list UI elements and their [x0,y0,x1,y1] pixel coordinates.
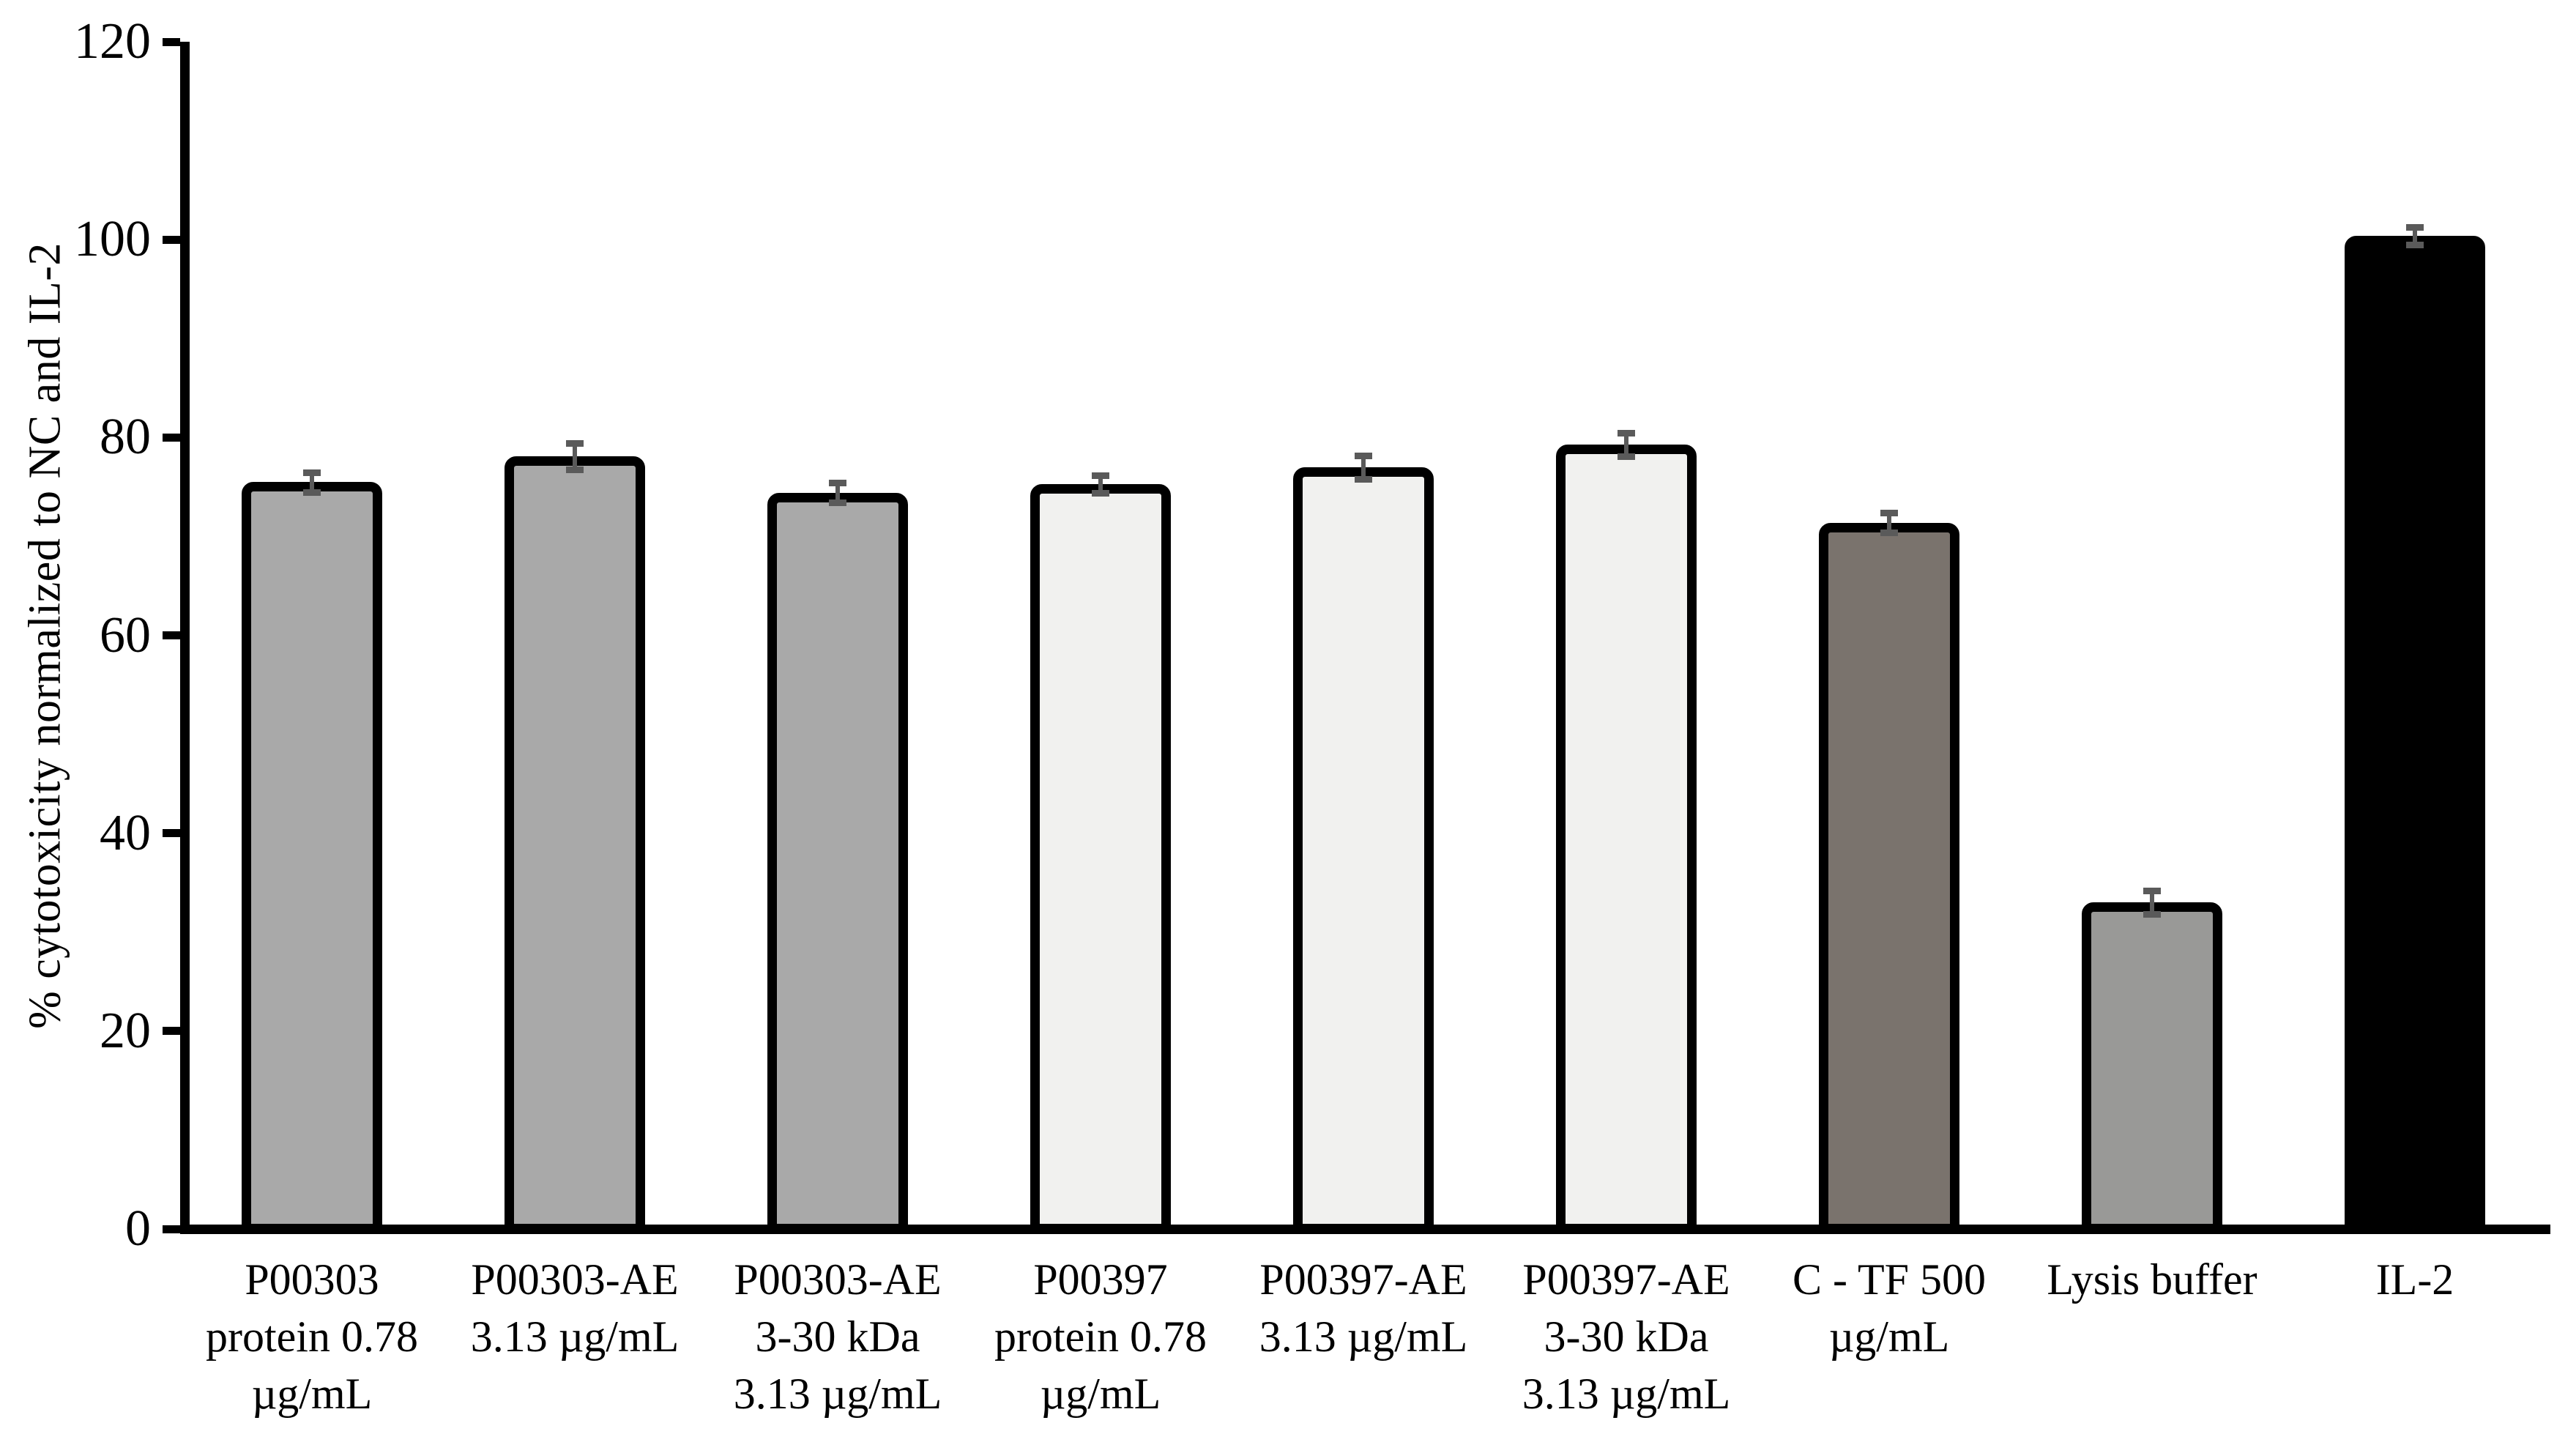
error-bar-cap-top [2143,888,2161,894]
error-bar-cap-top [1092,472,1109,479]
x-category-label-line: 3.13 µg/mL [470,1312,680,1361]
error-bar-cap-bottom [1355,476,1372,483]
x-category-label-line: protein 0.78 [994,1312,1207,1361]
error-bar-cap-bottom [1092,489,1109,497]
error-bar-cap-bottom [829,499,846,507]
x-category-label-line: C - TF 500 [1793,1255,1986,1304]
bar-1 [242,482,382,1233]
y-tick-label: 0 [125,1200,151,1257]
bar-3 [767,492,908,1233]
bar-6 [1556,444,1697,1233]
y-tick-label: 100 [74,211,151,268]
error-bar-cap-top [1618,429,1635,437]
y-tick-mark [163,433,180,442]
error-bar-line [1624,432,1628,456]
x-category-label: C - TF 500 µg/mL [1758,1251,2021,1365]
x-category-label-line: Lysis buffer [2047,1255,2257,1304]
error-bar-line [573,443,577,469]
error-bar-line [2413,226,2417,245]
y-tick-label: 20 [100,1002,151,1059]
y-tick-label: 60 [100,606,151,664]
bar-9 [2345,235,2485,1233]
x-category-label-line: 3-30 kDa [755,1312,920,1361]
error-bar-cap-top [829,480,846,487]
x-category-label: P00303-AE 3.13 µg/mL [444,1251,707,1365]
y-tick-label: 120 [74,13,151,70]
error-bar-cap-top [2406,223,2424,231]
x-category-label: P00397-AE 3-30 kDa 3.13 µg/mL [1495,1251,1758,1422]
y-tick-mark [163,829,180,838]
error-bar-cap-bottom [1880,530,1898,536]
y-tick-mark [163,1027,180,1036]
x-category-label-line: µg/mL [1040,1370,1161,1418]
x-category-label: P00397 protein 0.78 µg/mL [969,1251,1232,1422]
x-category-label-line: 3.13 µg/mL [1522,1370,1731,1418]
error-bar-line [310,472,314,492]
error-bar-cap-top [303,469,321,476]
bar-4 [1030,483,1171,1233]
x-category-label-line: µg/mL [1828,1312,1950,1361]
bar-7 [1819,522,1959,1233]
y-tick-mark [163,631,180,639]
x-category-label-line: 3.13 µg/mL [733,1370,942,1418]
bar-5 [1293,467,1434,1233]
x-category-label-line: P00397-AE [1522,1255,1730,1304]
x-category-label-line: IL-2 [2375,1255,2454,1304]
x-category-label-line: P00303-AE [471,1255,679,1304]
y-tick-mark [163,235,180,244]
x-category-label: Lysis buffer [2021,1251,2284,1308]
error-bar-cap-bottom [2406,241,2424,248]
x-category-label: P00397-AE 3.13 µg/mL [1232,1251,1495,1365]
bar-8 [2082,902,2222,1233]
error-bar-line [2150,891,2154,915]
error-bar-line [1887,512,1891,532]
error-bar-cap-bottom [303,489,321,496]
error-bar-cap-bottom [566,466,584,473]
x-category-label: IL-2 [2284,1251,2547,1308]
y-tick-mark [163,37,180,46]
error-bar-line [1098,475,1103,493]
y-tick-label: 80 [100,409,151,466]
error-bar-cap-bottom [2143,911,2161,918]
x-category-label: P00303 protein 0.78 µg/mL [181,1251,444,1422]
x-category-label-line: P00397 [1033,1255,1168,1304]
x-category-label: P00303-AE 3-30 kDa 3.13 µg/mL [707,1251,969,1422]
y-axis-line [180,42,190,1234]
y-tick-mark [163,1225,180,1233]
bar-2 [505,456,645,1233]
x-category-label-line: µg/mL [251,1370,373,1418]
y-tick-label: 40 [100,804,151,861]
error-bar-line [835,483,840,503]
x-category-label-line: 3-30 kDa [1544,1312,1709,1361]
x-category-label-line: protein 0.78 [206,1312,418,1361]
error-bar-cap-top [566,440,584,447]
x-category-label-line: 3.13 µg/mL [1259,1312,1468,1361]
x-category-label-line: P00303 [245,1255,379,1304]
error-bar-cap-top [1880,509,1898,516]
error-bar-cap-top [1355,452,1372,459]
error-bar-line [1361,455,1366,480]
x-category-label-line: P00303-AE [734,1255,942,1304]
error-bar-cap-bottom [1618,453,1635,460]
x-category-label-line: P00397-AE [1259,1255,1467,1304]
